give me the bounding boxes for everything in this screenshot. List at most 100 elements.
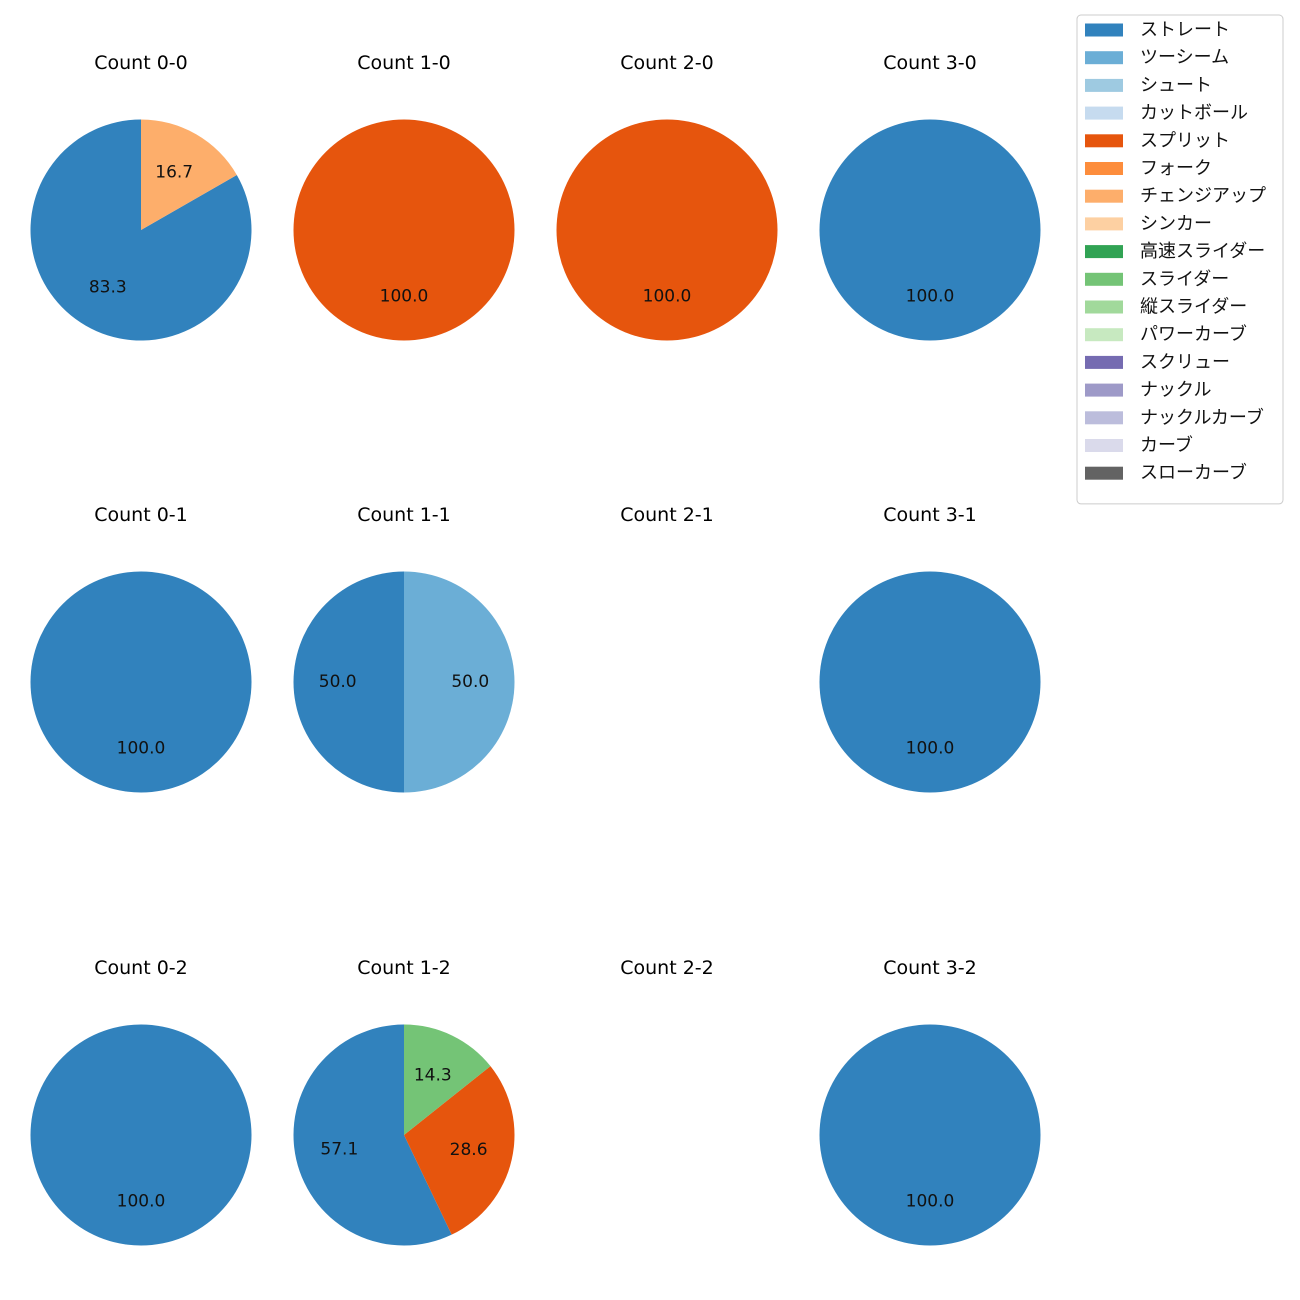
legend: ストレートツーシームシュートカットボールスプリットフォークチェンジアップシンカー… xyxy=(1076,14,1284,505)
pie-panel: Count 3-0 100.0 xyxy=(819,52,1041,341)
legend-swatch xyxy=(1085,189,1123,203)
legend-swatch xyxy=(1085,300,1123,314)
pie-panel: Count 2-1 xyxy=(620,504,714,526)
slice-data-label: 14.3 xyxy=(414,1065,452,1085)
pie-panel: Count 0-1 100.0 xyxy=(30,504,252,793)
pie-slice xyxy=(404,1024,491,1135)
legend-item: カットボール xyxy=(1085,103,1248,124)
legend-label: シュート xyxy=(1140,75,1212,96)
pie-slice xyxy=(404,1066,515,1235)
legend-swatch xyxy=(1085,23,1123,37)
slice-data-label: 100.0 xyxy=(906,738,955,758)
legend-label: パワーカーブ xyxy=(1140,323,1247,345)
pie-slice xyxy=(30,1024,252,1246)
legend-item: ストレート xyxy=(1085,20,1230,41)
legend-item: シンカー xyxy=(1085,213,1212,234)
slice-data-label: 50.0 xyxy=(451,672,489,692)
legend-swatch xyxy=(1085,383,1123,397)
legend-label: ナックル xyxy=(1140,380,1211,401)
legend-label: スライダー xyxy=(1140,269,1229,290)
slice-data-label: 16.7 xyxy=(155,163,193,183)
legend-label: フォーク xyxy=(1140,158,1212,179)
panel-title: Count 0-1 xyxy=(94,504,188,526)
legend-item: スプリット xyxy=(1085,130,1230,151)
legend-swatch xyxy=(1085,134,1123,148)
legend-swatch xyxy=(1085,439,1123,452)
legend-item: スライダー xyxy=(1085,269,1229,290)
panel-title: Count 2-0 xyxy=(620,52,714,74)
slice-data-label: 100.0 xyxy=(906,1191,955,1211)
pie-panel: Count 2-2 xyxy=(620,957,714,979)
legend-label: 縦スライダー xyxy=(1140,297,1247,318)
legend-label: 高速スライダー xyxy=(1140,241,1265,262)
legend-item: ツーシーム xyxy=(1085,47,1229,68)
legend-swatch xyxy=(1085,78,1123,92)
pie-panel: Count 3-1 100.0 xyxy=(819,504,1041,793)
panel-title: Count 1-2 xyxy=(357,957,451,979)
panel-title: Count 3-2 xyxy=(883,957,977,979)
panel-title: Count 3-1 xyxy=(883,504,977,526)
legend-item: 高速スライダー xyxy=(1085,241,1265,262)
pie-slice xyxy=(819,571,1041,793)
pie-panel: Count 3-2 100.0 xyxy=(819,957,1041,1246)
legend-swatch xyxy=(1085,217,1123,231)
slice-data-label: 50.0 xyxy=(319,672,357,692)
pie-slice xyxy=(819,119,1041,341)
legend-label: ナックルカーブ xyxy=(1140,406,1264,428)
legend-item: スローカーブ xyxy=(1085,462,1247,484)
slice-data-label: 28.6 xyxy=(450,1140,488,1160)
legend-frame xyxy=(1076,14,1284,505)
legend-swatch xyxy=(1085,162,1123,175)
legend-swatch xyxy=(1085,106,1123,120)
legend-label: ツーシーム xyxy=(1140,47,1229,68)
pie-panel: Count 1-1 50.0 50.0 xyxy=(293,504,515,793)
legend-swatch xyxy=(1085,272,1123,286)
legend-label: スクリュー xyxy=(1140,352,1230,373)
pie-panel: Count 2-0 100.0 xyxy=(556,52,778,341)
legend-label: カットボール xyxy=(1140,103,1248,124)
pie-slice xyxy=(30,571,252,793)
legend-item: ナックル xyxy=(1085,380,1211,401)
pie-slice xyxy=(293,571,404,793)
slice-data-label: 100.0 xyxy=(380,286,429,306)
pie-slice xyxy=(556,119,778,341)
panel-title: Count 2-1 xyxy=(620,504,714,526)
panel-title: Count 3-0 xyxy=(883,52,977,74)
legend-item: チェンジアップ xyxy=(1085,186,1266,207)
slice-data-label: 100.0 xyxy=(906,286,955,306)
legend-item: シュート xyxy=(1085,75,1212,96)
legend-item: ナックルカーブ xyxy=(1085,406,1264,428)
panel-title: Count 1-1 xyxy=(357,504,451,526)
pie-slice xyxy=(30,119,252,341)
legend-label: シンカー xyxy=(1140,213,1212,234)
slice-data-label: 100.0 xyxy=(117,1191,166,1211)
legend-swatch xyxy=(1085,466,1123,480)
legend-swatch xyxy=(1085,328,1123,342)
legend-item: スクリュー xyxy=(1085,352,1230,373)
legend-label: チェンジアップ xyxy=(1140,186,1266,207)
slice-data-label: 100.0 xyxy=(643,286,692,306)
legend-label: スローカーブ xyxy=(1140,462,1247,484)
slice-data-label: 83.3 xyxy=(89,277,127,297)
panel-title: Count 0-2 xyxy=(94,957,188,979)
pie-panel: Count 1-2 57.1 28.6 14.3 xyxy=(293,957,515,1246)
panel-title: Count 0-0 xyxy=(94,52,188,74)
panel-title: Count 1-0 xyxy=(357,52,451,74)
legend-label: ストレート xyxy=(1140,20,1230,41)
legend-label: カーブ xyxy=(1140,434,1193,456)
pie-panel: Count 0-2 100.0 xyxy=(30,957,252,1246)
pie-panel: Count 1-0 100.0 xyxy=(293,52,515,341)
legend-swatch xyxy=(1085,51,1123,65)
slice-data-label: 100.0 xyxy=(117,738,166,758)
pie-slice xyxy=(293,1024,452,1246)
legend-item: パワーカーブ xyxy=(1085,323,1247,345)
legend-item: 縦スライダー xyxy=(1085,297,1247,318)
legend-swatch xyxy=(1085,411,1123,425)
pie-panel: Count 0-0 83.3 16.7 xyxy=(30,52,252,341)
pie-slice xyxy=(293,119,515,341)
legend-swatch xyxy=(1085,245,1123,259)
pie-slice xyxy=(141,119,237,230)
legend-item: カーブ xyxy=(1085,434,1193,456)
